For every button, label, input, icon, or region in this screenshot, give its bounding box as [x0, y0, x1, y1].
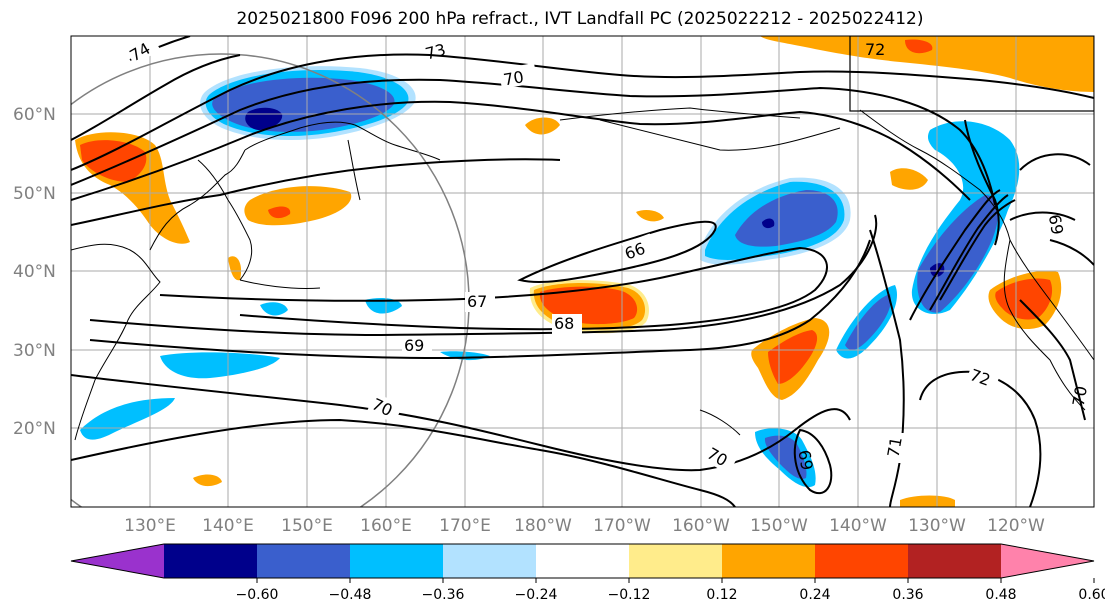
colorbar-swatch: [908, 544, 1002, 578]
fill-blue-mid: [845, 294, 891, 351]
colorbar-tick-label: 0.24: [799, 587, 830, 601]
contour-label: 68: [554, 314, 574, 333]
contour-label: 73: [423, 40, 448, 64]
colorbar-tick-label: 0.12: [706, 587, 737, 601]
contour-label: 67: [467, 292, 487, 311]
lon-label: 130°E: [124, 516, 176, 536]
fill-orange: [900, 495, 955, 507]
fill-orange: [636, 210, 664, 222]
longitude-labels: 130°E 140°E 150°E 160°E 170°E 180°W 170°…: [124, 516, 1045, 536]
colorbar-tick-label: −0.48: [329, 587, 372, 601]
fill-blue-light: [260, 302, 288, 316]
fill-red: [905, 39, 933, 54]
lon-label: 160°E: [360, 516, 412, 536]
colorbar-swatch: [629, 544, 723, 578]
colorbar-swatch: [1001, 544, 1094, 578]
contour-lines: [71, 36, 1094, 507]
fill-red: [80, 140, 147, 182]
contour-label: 69: [1045, 213, 1067, 236]
fill-blue-light: [80, 398, 175, 440]
colorbar-swatch: [164, 544, 258, 578]
lat-label: 50°N: [13, 184, 56, 204]
lon-label: 170°W: [593, 516, 651, 536]
colorbar-tick-label: −0.36: [422, 587, 465, 601]
map-title: 2025021800 F096 200 hPa refract., IVT La…: [236, 9, 924, 29]
contour-labels: 74 73 72 70 66 67 68 69 70 72 71: [123, 36, 1091, 475]
lat-label: 60°N: [13, 105, 56, 125]
contour-label: 70: [1069, 384, 1091, 407]
fill-blue-light: [160, 352, 280, 379]
fill-red: [768, 330, 818, 384]
fill-blue-dark: [245, 107, 283, 130]
contour-label: 71: [884, 435, 906, 458]
fill-blue-mid: [735, 190, 838, 247]
colorbar-tick-label: 0.36: [892, 587, 923, 601]
lat-label: 30°N: [13, 341, 56, 361]
fill-orange: [193, 474, 222, 487]
colorbar-tick-label: 0.60: [1078, 587, 1105, 601]
colorbar: −0.60 −0.48 −0.36 −0.24 −0.12 0.12 0.24 0.36 0.4…: [70, 543, 1105, 601]
lon-label: 170°E: [439, 516, 491, 536]
fill-orange: [760, 36, 1094, 92]
lon-label: 150°W: [750, 516, 808, 536]
fill-blue-dark: [762, 218, 775, 229]
contour-label: 69: [404, 336, 424, 355]
lon-label: 140°E: [202, 516, 254, 536]
colorbar-swatch: [815, 544, 909, 578]
lat-label: 20°N: [13, 419, 56, 439]
contour-label: 72: [865, 40, 885, 59]
colorbar-swatch: [257, 544, 351, 578]
lon-label: 180°W: [514, 516, 572, 536]
region-box: [849, 36, 1094, 112]
map-frame: [70, 35, 1095, 508]
colorbar-tick-label: 0.48: [985, 587, 1016, 601]
fill-orange: [890, 168, 928, 190]
colorbar-swatch: [443, 544, 537, 578]
lon-label: 140°W: [829, 516, 887, 536]
colorbar-swatch: [722, 544, 816, 578]
lon-label: 120°W: [987, 516, 1045, 536]
lon-label: 150°E: [281, 516, 333, 536]
colorbar-swatch: [71, 544, 164, 578]
colorbar-swatch: [536, 544, 630, 578]
colorbar-tick-label: −0.24: [515, 587, 558, 601]
fill-red: [268, 206, 291, 219]
latitude-labels: 60°N 50°N 40°N 30°N 20°N: [13, 105, 56, 439]
colorbar-tick-label: −0.12: [608, 587, 651, 601]
lon-label: 160°W: [672, 516, 730, 536]
contour-label: 70: [502, 67, 525, 89]
colorbar-outline: [70, 543, 1095, 579]
lat-label: 40°N: [13, 262, 56, 282]
lon-label: 130°W: [908, 516, 966, 536]
contour-label: 69: [794, 448, 816, 471]
colorbar-tick-label: −0.60: [236, 587, 279, 601]
fill-blue-light: [365, 298, 402, 314]
colorbar-swatch: [350, 544, 444, 578]
fill-orange: [228, 256, 242, 281]
map-content: 74 73 72 70 66 67 68 69 70 72 71: [71, 36, 1094, 507]
